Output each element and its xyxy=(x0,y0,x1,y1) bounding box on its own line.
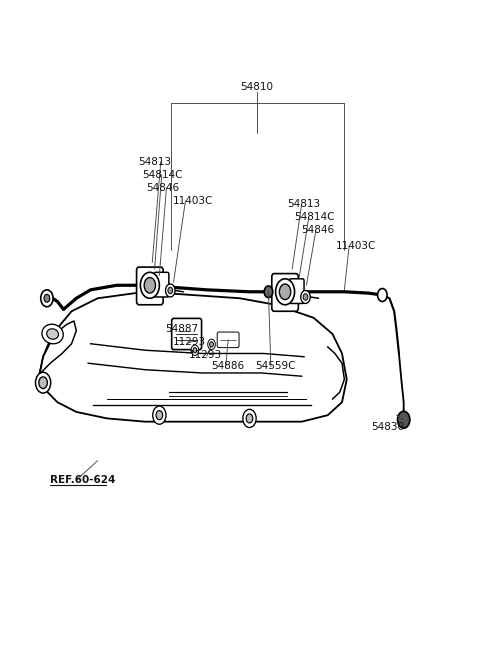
Text: 54886: 54886 xyxy=(212,361,245,371)
Text: 54887: 54887 xyxy=(165,324,198,334)
Text: REF.60-624: REF.60-624 xyxy=(50,475,116,485)
Text: 54846: 54846 xyxy=(146,183,179,193)
Text: 54814C: 54814C xyxy=(142,170,182,180)
Circle shape xyxy=(166,284,175,297)
Circle shape xyxy=(208,339,216,350)
Circle shape xyxy=(36,372,51,393)
Circle shape xyxy=(264,286,273,297)
Circle shape xyxy=(153,406,166,424)
Circle shape xyxy=(44,294,50,302)
Circle shape xyxy=(279,284,291,299)
Circle shape xyxy=(397,411,410,428)
Circle shape xyxy=(276,279,295,305)
Circle shape xyxy=(168,288,173,293)
Circle shape xyxy=(140,272,159,298)
FancyBboxPatch shape xyxy=(172,318,202,350)
Circle shape xyxy=(41,290,53,307)
Text: 54810: 54810 xyxy=(240,83,273,92)
Ellipse shape xyxy=(42,324,63,344)
FancyBboxPatch shape xyxy=(137,267,163,305)
Text: 54813: 54813 xyxy=(138,157,171,167)
Circle shape xyxy=(301,290,310,303)
Circle shape xyxy=(39,377,48,388)
Text: 11403C: 11403C xyxy=(336,241,377,252)
Circle shape xyxy=(210,342,214,347)
Circle shape xyxy=(243,409,256,428)
Text: 54814C: 54814C xyxy=(295,212,335,222)
Text: 54813: 54813 xyxy=(288,199,321,209)
Text: 54559C: 54559C xyxy=(256,361,296,371)
Circle shape xyxy=(246,414,253,423)
Text: 11403C: 11403C xyxy=(173,196,213,206)
FancyBboxPatch shape xyxy=(272,274,299,311)
FancyBboxPatch shape xyxy=(217,332,239,348)
Circle shape xyxy=(156,411,163,420)
FancyBboxPatch shape xyxy=(289,279,304,303)
Circle shape xyxy=(303,293,308,300)
Text: 11293: 11293 xyxy=(189,350,222,360)
Circle shape xyxy=(378,289,387,301)
Text: 54846: 54846 xyxy=(301,225,334,235)
Ellipse shape xyxy=(47,329,59,339)
Text: 54830: 54830 xyxy=(372,422,405,432)
Circle shape xyxy=(191,345,199,356)
Circle shape xyxy=(193,348,197,353)
FancyBboxPatch shape xyxy=(154,272,169,297)
Text: 11293: 11293 xyxy=(173,337,206,346)
Circle shape xyxy=(144,278,156,293)
